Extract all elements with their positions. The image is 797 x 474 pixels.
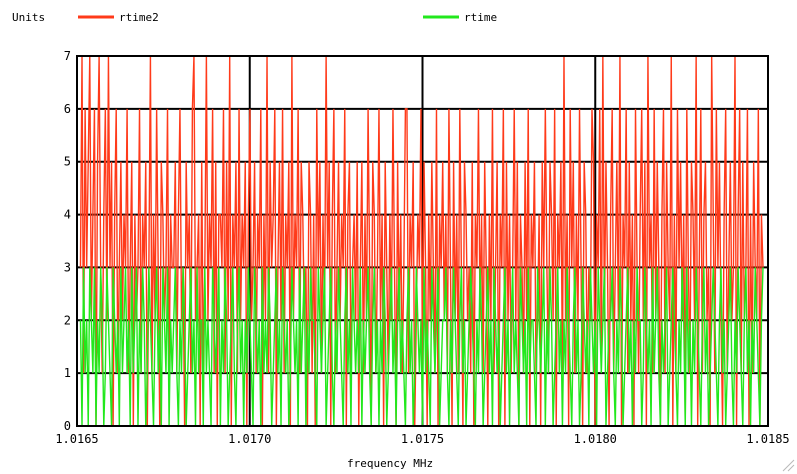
legend-label-rtime2: rtime2 bbox=[119, 11, 159, 24]
y-tick-label: 4 bbox=[64, 208, 71, 222]
series-line-rtime bbox=[79, 267, 764, 427]
x-tick-label: 1.0180 bbox=[574, 432, 617, 446]
plot-frame bbox=[76, 55, 769, 427]
x-tick-labels: 1.0165 1.0170 1.0175 1.0180 1.0185 bbox=[55, 432, 789, 446]
y-tick-labels: 0 1 2 3 4 5 6 7 bbox=[64, 49, 71, 433]
y-tick-label: 6 bbox=[64, 102, 71, 116]
y-tick-label: 5 bbox=[64, 155, 71, 169]
x-tick-label: 1.0175 bbox=[401, 432, 444, 446]
legend-label-rtime: rtime bbox=[464, 11, 497, 24]
x-axis-label: frequency MHz bbox=[347, 457, 433, 470]
y-tick-label: 3 bbox=[64, 260, 71, 274]
x-tick-label: 1.0185 bbox=[746, 432, 789, 446]
x-tick-label: 1.0165 bbox=[55, 432, 98, 446]
x-tick-label: 1.0170 bbox=[228, 432, 271, 446]
y-tick-label: 7 bbox=[64, 49, 71, 63]
y-axis-unit-label: Units bbox=[12, 11, 45, 24]
y-tick-label: 0 bbox=[64, 419, 71, 433]
series-line-rtime2 bbox=[79, 55, 764, 427]
y-tick-label: 2 bbox=[64, 313, 71, 327]
resize-grip-icon[interactable] bbox=[781, 458, 795, 472]
y-tick-label: 1 bbox=[64, 366, 71, 380]
series-layer bbox=[79, 55, 764, 427]
